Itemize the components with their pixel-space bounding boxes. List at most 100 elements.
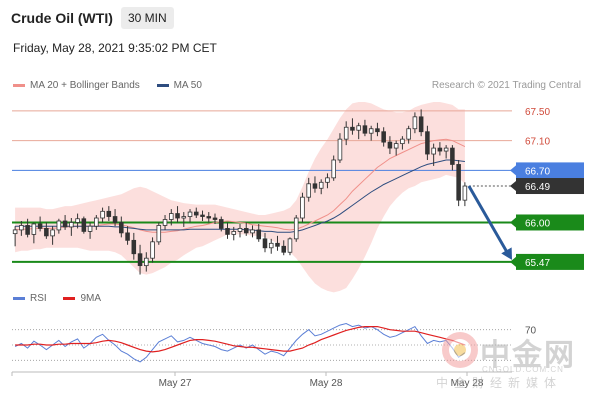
level-tag-support-4: [516, 214, 584, 231]
timeframe-button[interactable]: 30 MIN: [121, 7, 174, 29]
candle-body-37: [243, 228, 249, 234]
legend-swatch-9ma: [63, 296, 76, 300]
candle-body-24: [162, 219, 168, 226]
rsi-line: [14, 322, 466, 363]
candle-body-18: [125, 232, 130, 241]
candle-body-7: [56, 220, 62, 231]
candle-body-9: [69, 222, 74, 228]
candle-body-53: [343, 126, 349, 140]
candle-body-67: [431, 147, 436, 155]
x-tick-label-2: May 28: [451, 378, 484, 389]
legend-item-rsi: RSI: [13, 293, 47, 304]
chart-datetime: Friday, May 28, 2021 9:35:02 PM CET: [13, 41, 217, 55]
watermark-tagline: 中金财经新媒体: [436, 376, 563, 390]
candle-body-72: [462, 185, 468, 201]
level-label-2: 66.70: [525, 166, 550, 177]
candle-body-13: [94, 217, 99, 227]
candle-body-44: [287, 238, 293, 253]
candle-body-17: [119, 222, 124, 234]
candle-body-27: [181, 216, 187, 219]
candle-body-45: [293, 217, 299, 240]
candle-body-0: [12, 229, 18, 235]
candle-body-3: [31, 223, 37, 235]
candle-body-11: [81, 218, 87, 232]
instrument-title: Crude Oil (WTI): [11, 10, 113, 26]
candle-body-28: [187, 211, 193, 217]
candle-body-52: [337, 138, 343, 161]
candle-body-68: [437, 147, 443, 152]
candle-body-57: [368, 128, 374, 134]
candle-body-32: [212, 217, 218, 220]
bollinger-band: [15, 102, 465, 293]
candle-body-29: [193, 211, 199, 216]
candle-body-8: [62, 220, 68, 228]
level-label-5: 65.47: [525, 258, 550, 269]
legend-item-ma50: MA 50: [156, 80, 202, 91]
level-label-1: 67.10: [525, 137, 550, 148]
legend-label-ma50: MA 50: [173, 80, 202, 91]
candle-body-4: [37, 223, 43, 229]
candle-body-16: [112, 216, 118, 223]
x-tick-label-0: May 27: [159, 378, 192, 389]
forecast-arrow-shaft: [467, 185, 510, 255]
candle-body-42: [275, 242, 280, 247]
candle-body-1: [19, 225, 24, 231]
candle-body-38: [250, 229, 255, 234]
candle-body-41: [268, 242, 274, 249]
candle-body-46: [300, 196, 305, 219]
candle-body-71: [456, 164, 461, 201]
candle-body-60: [387, 141, 393, 149]
candle-body-5: [44, 228, 49, 237]
research-credit: Research © 2021 Trading Central: [431, 80, 581, 91]
watermark: 中金网 CNGOLD.COM.CN 中金财经新媒体: [436, 330, 590, 390]
legend-item-ma20: MA 20 + Bollinger Bands: [13, 80, 140, 91]
legend-label-ma20: MA 20 + Bollinger Bands: [30, 80, 140, 91]
candle-body-48: [312, 183, 318, 189]
watermark-logo-icon: [442, 332, 478, 368]
candle-body-61: [393, 143, 399, 149]
forecast-arrow-head: [501, 247, 512, 260]
candle-body-55: [356, 125, 361, 131]
candle-body-63: [406, 128, 411, 140]
candle-body-20: [137, 253, 143, 267]
rsi-ma-line: [15, 326, 466, 353]
level-tag-pivot-2: [516, 162, 584, 179]
watermark-name: 中金网: [480, 338, 576, 373]
candle-body-51: [331, 159, 336, 179]
watermark-url: CNGOLD.COM.CN: [482, 365, 564, 374]
candle-body-30: [200, 214, 205, 217]
candle-body-35: [231, 231, 237, 235]
candle-body-58: [375, 128, 380, 133]
legend-label-9ma: 9MA: [80, 293, 102, 304]
candle-body-33: [218, 219, 224, 229]
candle-body-22: [150, 241, 155, 259]
candle-body-43: [281, 245, 286, 253]
level-label-4: 66.00: [525, 218, 550, 229]
candle-body-2: [25, 225, 30, 235]
price-legend: MA 20 + Bollinger Bands MA 50: [13, 80, 216, 91]
level-tag-pointer-2: [510, 165, 516, 176]
legend-label-rsi: RSI: [30, 293, 47, 304]
level-tag-pointer-5: [510, 256, 516, 267]
level-tag-pointer-3: [510, 181, 516, 192]
candle-body-54: [350, 126, 355, 131]
candle-body-26: [175, 213, 180, 219]
candle-body-21: [144, 257, 149, 267]
candle-body-25: [169, 213, 174, 220]
legend-swatch-rsi: [13, 296, 25, 300]
chart-header: Crude Oil (WTI) 30 MIN: [0, 0, 590, 36]
candle-body-65: [418, 116, 424, 133]
candle-body-14: [100, 210, 105, 219]
level-tag-last-3: [516, 178, 584, 195]
candle-body-50: [325, 177, 330, 183]
level-label-3: 66.49: [525, 182, 550, 193]
candle-body-23: [156, 225, 162, 243]
x-tick-label-1: May 28: [310, 378, 343, 389]
candle-body-69: [443, 147, 449, 152]
candle-body-47: [306, 183, 311, 198]
legend-swatch-ma50: [156, 83, 169, 87]
candle-body-34: [225, 228, 230, 235]
level-tag-pointer-4: [510, 217, 516, 228]
candle-body-64: [412, 116, 418, 130]
